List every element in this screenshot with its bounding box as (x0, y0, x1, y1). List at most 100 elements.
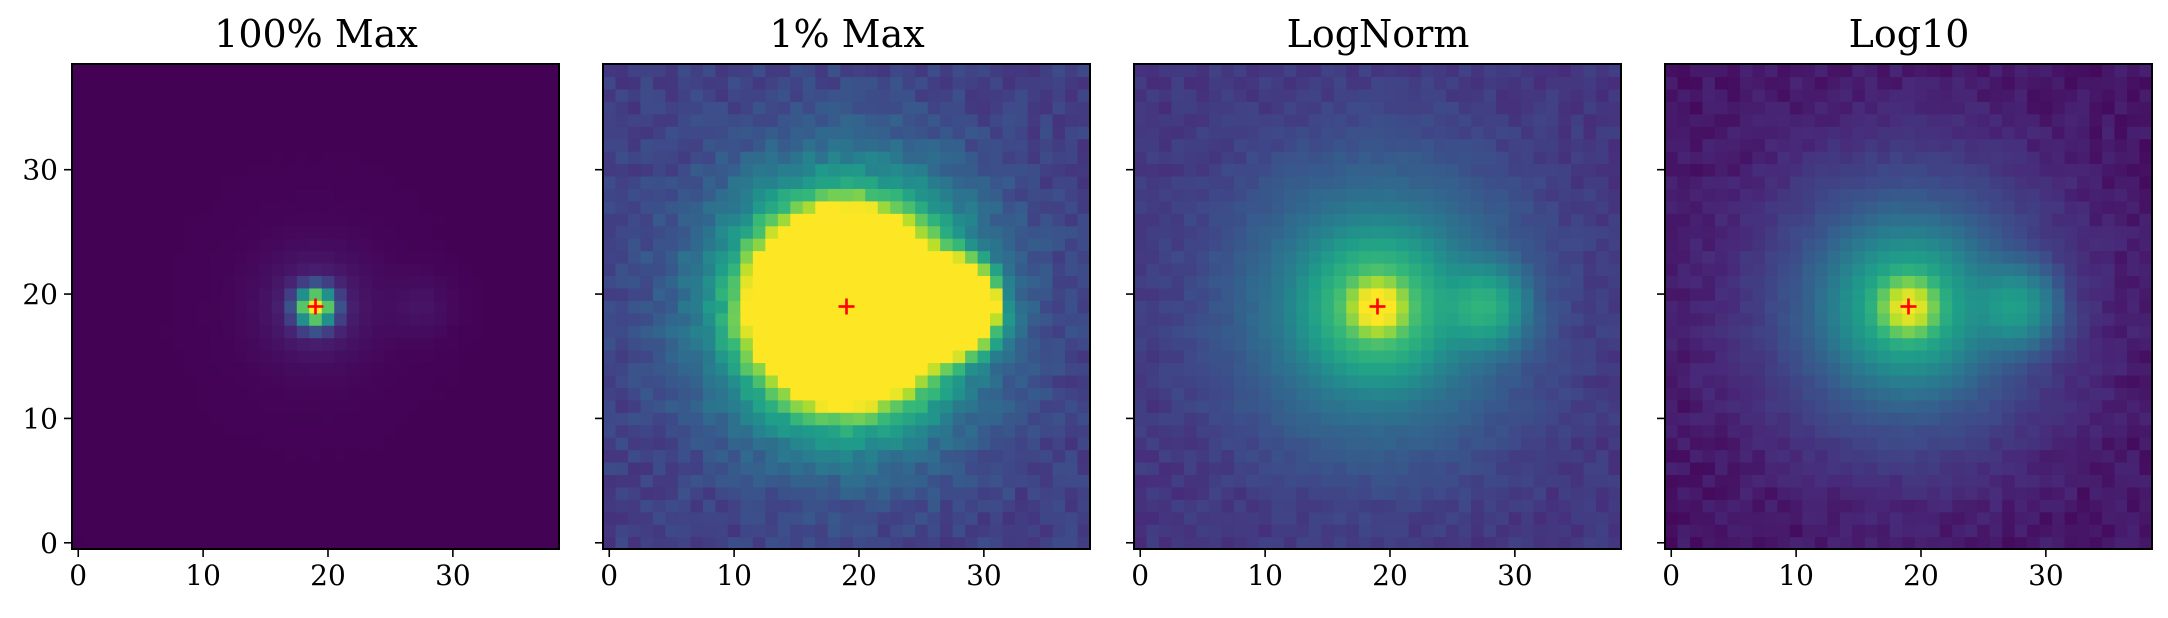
heatmap-cell (790, 163, 804, 177)
heatmap-cell (1065, 126, 1079, 140)
heatmap-cell (446, 350, 460, 364)
heatmap-cell (1939, 524, 1953, 538)
heatmap-cell (1714, 524, 1729, 538)
heatmap-cell (1171, 126, 1185, 140)
heatmap-cell (1040, 300, 1054, 314)
heatmap-cell (890, 175, 904, 189)
heatmap-cell (615, 499, 629, 513)
heatmap-cell (521, 88, 535, 102)
heatmap-cell (1002, 350, 1016, 364)
heatmap-cell (1433, 399, 1447, 413)
heatmap-cell (1040, 374, 1054, 388)
heatmap-cell (1383, 175, 1397, 189)
heatmap-cell (752, 126, 766, 140)
heatmap-cell (790, 399, 804, 413)
heatmap-cell (615, 250, 629, 264)
heatmap-cell (459, 362, 473, 376)
heatmap-cell (1346, 287, 1360, 301)
heatmap-cell (1321, 337, 1335, 351)
heatmap-cell (815, 126, 829, 140)
heatmap-cell (990, 88, 1004, 102)
heatmap-cell (1458, 387, 1472, 401)
heatmap-cell (209, 138, 223, 152)
heatmap-cell (1027, 64, 1041, 78)
heatmap-cell (121, 175, 136, 189)
heatmap-cell (990, 300, 1004, 314)
heatmap-cell (346, 287, 360, 301)
heatmap-cell (1433, 238, 1447, 252)
heatmap-cell (727, 88, 741, 102)
heatmap-cell (652, 225, 667, 239)
heatmap-cell (121, 88, 136, 102)
heatmap-cell (1371, 101, 1385, 115)
heatmap-cell (927, 238, 941, 252)
heatmap-cell (521, 337, 535, 351)
heatmap-cell (246, 250, 260, 264)
heatmap-cell (1596, 511, 1610, 525)
heatmap-cell (471, 499, 485, 513)
heatmap-cell (359, 138, 373, 152)
heatmap-cell (815, 113, 829, 127)
heatmap-cell (1052, 163, 1066, 177)
heatmap-cell (246, 337, 260, 351)
heatmap-cell (471, 350, 485, 364)
heatmap-cell (652, 337, 667, 351)
heatmap-cell (1171, 461, 1185, 475)
heatmap-cell (1421, 499, 1435, 513)
heatmap-cell (1296, 250, 1310, 264)
heatmap-cell (1258, 437, 1272, 451)
heatmap-cell (2127, 524, 2141, 538)
heatmap-cell (2002, 486, 2016, 500)
heatmap-cell (1296, 325, 1310, 339)
heatmap-cell (1383, 424, 1397, 438)
heatmap-cell (1134, 474, 1148, 488)
heatmap-cell (484, 424, 498, 438)
heatmap-cell (1458, 126, 1472, 140)
heatmap-cell (396, 76, 410, 90)
heatmap-cell (521, 163, 535, 177)
heatmap-cell (384, 151, 398, 165)
heatmap-cell (1134, 175, 1148, 189)
heatmap-cell (496, 449, 510, 463)
heatmap-cell (184, 113, 198, 127)
heatmap-cell (496, 275, 510, 289)
heatmap-cell (815, 325, 829, 339)
heatmap-cell (1952, 524, 1966, 538)
heatmap-cell (109, 151, 123, 165)
heatmap-cell (1040, 325, 1054, 339)
heatmap-cell (309, 188, 323, 202)
heatmap-cell (1258, 424, 1272, 438)
heatmap-cell (1396, 300, 1410, 314)
heatmap-cell (484, 536, 498, 550)
heatmap-cell (1027, 350, 1041, 364)
heatmap-cell (1433, 88, 1447, 102)
heatmap-cell (284, 312, 298, 326)
heatmap-cell (421, 350, 435, 364)
heatmap-cell (346, 399, 360, 413)
heatmap-cell (409, 437, 423, 451)
heatmap-cell (1221, 76, 1235, 90)
heatmap-cell (877, 126, 891, 140)
heatmap-cell (1208, 200, 1223, 214)
heatmap-cell (1396, 486, 1410, 500)
heatmap-cell (1596, 350, 1610, 364)
heatmap-cell (1002, 387, 1016, 401)
heatmap-cell (196, 138, 210, 152)
heatmap-cell (1296, 486, 1310, 500)
heatmap-cell (1052, 287, 1066, 301)
heatmap-cell (627, 213, 642, 227)
heatmap-cell (359, 449, 373, 463)
heatmap-cell (171, 374, 185, 388)
heatmap-cell (1283, 225, 1297, 239)
heatmap-cell (1221, 88, 1235, 102)
heatmap-cell (1483, 200, 1497, 214)
heatmap-cell (134, 511, 148, 525)
heatmap-cell (1864, 449, 1878, 463)
heatmap-cell (1952, 461, 1966, 475)
heatmap-cell (1596, 499, 1610, 513)
heatmap-cell (702, 101, 716, 115)
heatmap-cell (371, 101, 385, 115)
heatmap-cell (752, 300, 766, 314)
heatmap-cell (677, 337, 692, 351)
heatmap-cell (1015, 213, 1029, 227)
